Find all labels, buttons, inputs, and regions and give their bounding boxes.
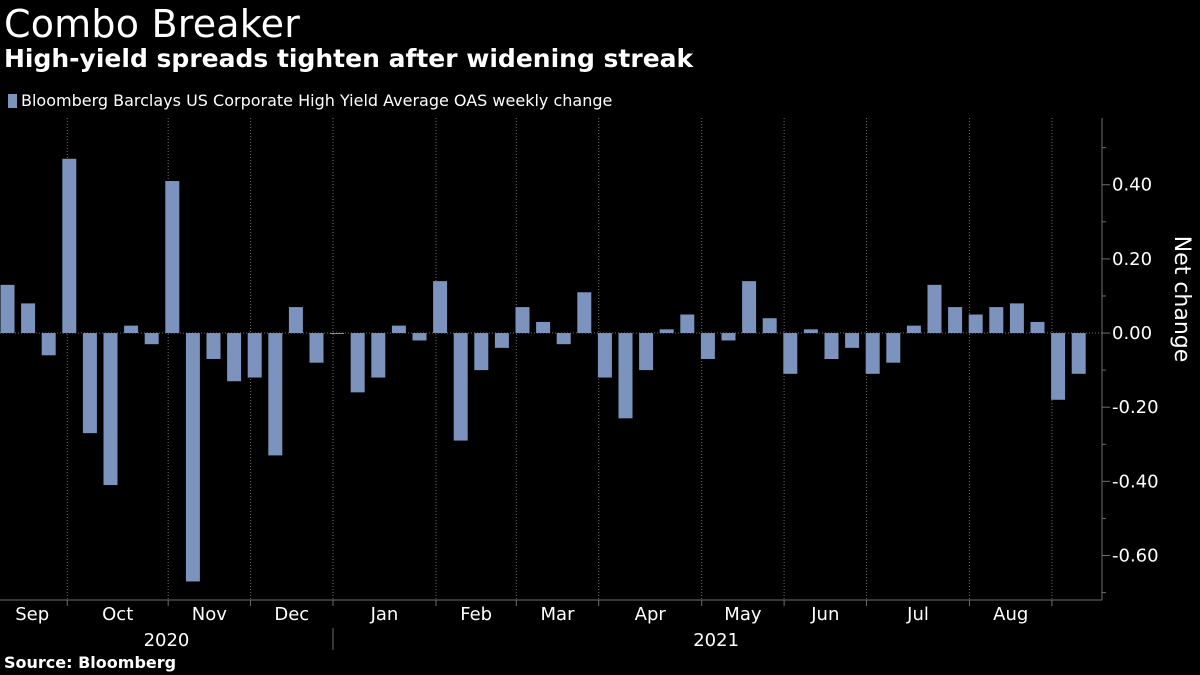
bar	[268, 333, 283, 456]
bar	[1071, 333, 1086, 374]
bar	[742, 281, 757, 334]
y-tick-label: 0.20	[1112, 249, 1152, 270]
bar	[845, 333, 860, 348]
chart-subtitle: High-yield spreads tighten after widenin…	[4, 44, 694, 73]
bar	[144, 333, 159, 345]
bar	[556, 333, 571, 345]
bar	[803, 329, 818, 334]
bar	[536, 321, 551, 334]
bar	[309, 333, 324, 363]
bar	[927, 284, 942, 334]
bar	[391, 325, 406, 334]
bar	[62, 158, 77, 334]
bar	[412, 333, 427, 341]
bar	[103, 333, 118, 486]
bar	[494, 333, 509, 348]
bar	[247, 333, 262, 378]
bar	[680, 314, 695, 334]
bar	[124, 325, 139, 334]
legend-swatch	[8, 93, 17, 108]
bar	[1009, 303, 1024, 334]
y-tick-label: -0.40	[1112, 471, 1159, 492]
bar	[618, 333, 633, 419]
x-tick-label: Nov	[192, 604, 227, 625]
bar	[865, 333, 880, 374]
bar	[371, 333, 386, 378]
bar	[474, 333, 489, 371]
chart-title: Combo Breaker	[4, 2, 301, 46]
bar	[700, 333, 715, 359]
y-tick-label: 0.00	[1112, 323, 1152, 344]
x-tick-label: Jan	[370, 604, 399, 625]
x-tick-label: Dec	[274, 604, 309, 625]
bar	[330, 333, 345, 335]
bar	[721, 333, 736, 341]
x-tick-label: Jun	[810, 604, 839, 625]
bar	[577, 292, 592, 334]
bar	[515, 307, 530, 334]
x-tick-label: Aug	[993, 604, 1028, 625]
bar	[639, 333, 654, 371]
bar	[948, 307, 963, 334]
bar	[783, 333, 798, 374]
y-axis-label: Net change	[1169, 236, 1194, 363]
bar	[906, 325, 921, 334]
y-tick-label: -0.60	[1112, 546, 1159, 567]
x-tick-label: Apr	[635, 604, 667, 625]
bar	[989, 307, 1004, 334]
bar	[1030, 321, 1045, 334]
x-tick-label: Mar	[541, 604, 576, 625]
year-label: 2020	[144, 630, 190, 651]
x-tick-label: May	[724, 604, 762, 625]
x-tick-label: Sep	[15, 604, 49, 625]
bar	[227, 333, 242, 382]
bar	[206, 333, 221, 359]
x-tick-label: Feb	[460, 604, 492, 625]
bar	[968, 314, 983, 334]
bar	[0, 284, 15, 334]
bar	[886, 333, 901, 363]
y-tick-label: -0.20	[1112, 397, 1159, 418]
x-tick-label: Oct	[102, 604, 133, 625]
bar	[433, 281, 448, 334]
bar	[82, 333, 97, 434]
bar	[597, 333, 612, 378]
legend-label: Bloomberg Barclays US Corporate High Yie…	[21, 91, 613, 110]
bar	[1051, 333, 1066, 400]
bar	[21, 303, 36, 334]
year-label: 2021	[693, 630, 739, 651]
x-tick-label: Jul	[906, 604, 929, 625]
bar	[41, 333, 56, 356]
bar	[288, 307, 303, 334]
bar	[762, 318, 777, 334]
bar	[453, 333, 468, 441]
bar	[185, 333, 200, 582]
bar	[165, 181, 180, 334]
source-note: Source: Bloomberg	[4, 653, 177, 672]
bar	[659, 329, 674, 334]
legend: Bloomberg Barclays US Corporate High Yie…	[8, 91, 612, 110]
bar	[350, 333, 365, 393]
y-tick-label: 0.40	[1112, 175, 1152, 196]
bar	[824, 333, 839, 359]
